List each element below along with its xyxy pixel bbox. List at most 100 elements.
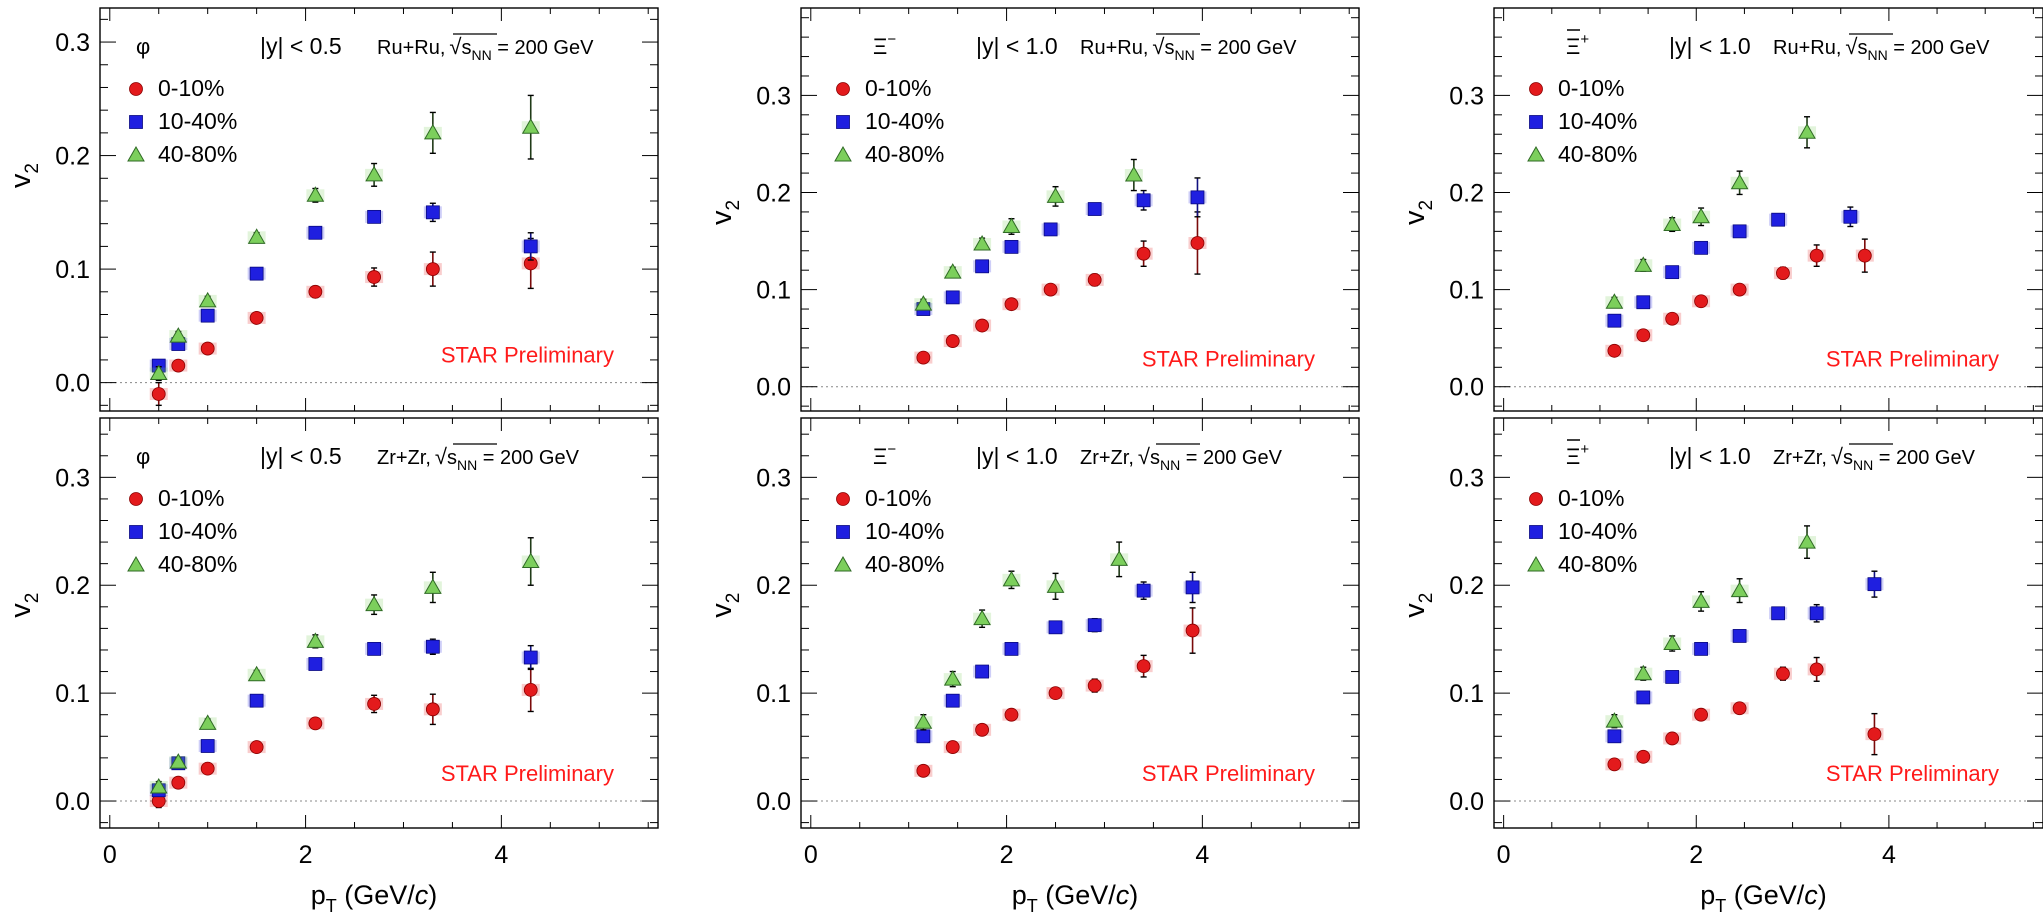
data-point-0-10 [425,262,440,276]
series-10-40 [914,571,1202,744]
system-name: Zr+Zr, [1080,447,1134,469]
data-point-40-80 [1692,592,1710,608]
data-point-0-10 [1694,294,1708,309]
y-axis-title-v: v [706,603,738,618]
data-point-10-40 [1636,690,1651,705]
data-point-10-40 [1771,606,1786,621]
legend-label-0-10: 0-10% [865,485,931,511]
series-40-80 [149,537,540,794]
legend-label-0-10: 0-10% [158,75,224,101]
data-point-0-10 [945,740,960,754]
legend-marker-0-10 [1529,492,1543,506]
data-point-0-10 [1809,248,1824,263]
data-point-10-40 [1843,209,1858,224]
series-40-80 [914,158,1143,311]
particle-symbol: φ [136,444,150,469]
data-point-10-40 [367,641,382,656]
data-point-10-40 [425,639,440,654]
data-point-40-80 [169,753,188,769]
panel-1: 0.0 0.1 0.2 0.3 v2 φ |y| < 0.5 Ru+Ru, √sNN = 200… [5,7,659,412]
star-preliminary: STAR Preliminary [1142,761,1315,786]
data-point-0-10 [1776,266,1790,281]
particle-symbol: Ξ [873,444,887,469]
x-tick-label: 2 [1689,841,1703,869]
particle-charge: + [1580,441,1589,458]
data-point-10-40 [1607,729,1622,744]
energy-label: = 200 GeV [492,37,594,59]
y-axis-title-sub: 2 [723,200,744,211]
x-tick-label: 0 [1497,841,1511,869]
data-point-0-10 [249,740,264,754]
y-tick-label: 0.0 [756,374,791,402]
y-tick-label: 0.2 [1449,180,1484,208]
rapidity-label: |y| < 0.5 [260,443,342,469]
y-tick-label: 0.1 [55,680,90,708]
series-10-40 [149,202,540,373]
panel-4: 0.00.10.20.30 2 4pT (GeV/c)v2φ |y| < 0.5 Zr+… [5,417,659,916]
sqrt-nn: NN [471,47,491,63]
y-axis-title: v2 [1399,593,1437,618]
data-point-10-40 [523,239,538,254]
data-point-40-80 [1798,123,1816,139]
legend-label-10-40: 10-40% [1558,108,1637,134]
data-point-40-80 [1730,581,1749,598]
data-point-10-40 [1004,239,1019,254]
data-point-10-40 [249,693,264,708]
data-point-0-10 [1732,701,1747,716]
energy-label: = 200 GeV [1195,37,1297,59]
particle-label: Ξ− [873,441,896,469]
y-axis-title: v2 [706,200,744,225]
data-point-10-40 [1636,295,1651,310]
panel-3: 0.0 0.1 0.2 0.3 v2 Ξ+ |y| < 1.0 Ru+Ru, √sNN = 20… [1399,7,2043,412]
y-tick-label: 0.3 [756,464,791,492]
y-axis-title-v: v [706,210,738,225]
data-point-40-80 [1124,166,1143,182]
sqrt-s: s [1857,37,1867,59]
legend-label-10-40: 10-40% [865,518,944,544]
data-point-10-40 [367,209,382,224]
legend-marker-10-40 [836,115,850,129]
y-tick-label: 0.3 [1449,464,1484,492]
particle-label: Ξ+ [1566,31,1589,59]
data-point-10-40 [1190,190,1205,205]
particle-charge: − [887,441,896,458]
system-label: Zr+Zr, √sNN = 200 GeV [1773,444,1976,473]
data-point-0-10 [200,341,215,356]
y-axis-title-v: v [1399,210,1431,225]
particle-label: φ [136,444,150,469]
sqrt-nn: NN [1160,457,1180,473]
star-preliminary: STAR Preliminary [1826,761,1999,786]
x-tick-label: 0 [103,841,117,869]
data-point-10-40 [1004,641,1019,656]
data-point-0-10 [523,682,538,697]
data-point-0-10 [975,722,990,737]
legend-label-40-80: 40-80% [1558,551,1637,577]
y-tick-label: 0.2 [55,572,90,600]
sqrt-sign: √ [1138,444,1151,469]
system-name: Zr+Zr, [377,447,431,469]
data-point-0-10 [1048,686,1063,701]
data-point-0-10 [1867,727,1882,742]
data-point-10-40 [1665,670,1680,684]
data-point-0-10 [1607,757,1622,772]
x-axis-title-close: ) [1129,880,1138,910]
data-point-40-80 [247,228,266,244]
panel-6: 0.00.10.20.30 2 4pT (GeV/c)v2Ξ+ |y| < 1.0 Zr… [1399,417,2043,916]
data-point-10-40 [200,308,215,323]
data-point-10-40 [945,290,960,305]
y-axis-title: v2 [5,163,43,188]
data-point-0-10 [1087,678,1102,693]
x-tick-label: 2 [1000,841,1014,869]
y-tick-label: 0.3 [55,464,90,492]
data-point-40-80 [1002,217,1021,233]
data-point-40-80 [1002,570,1021,587]
series-10-40 [1605,206,1860,328]
series-0-10 [1605,238,1874,358]
panel-2: 0.0 0.1 0.2 0.3 v2 Ξ− |y| < 1.0 Ru+Ru, √sNN = 20… [706,7,1360,412]
data-point-0-10 [1185,623,1200,638]
data-point-10-40 [200,739,215,753]
data-point-0-10 [1636,328,1651,343]
data-point-40-80 [198,714,217,730]
data-point-10-40 [308,657,323,671]
x-axis-title-sub: T [326,896,337,916]
